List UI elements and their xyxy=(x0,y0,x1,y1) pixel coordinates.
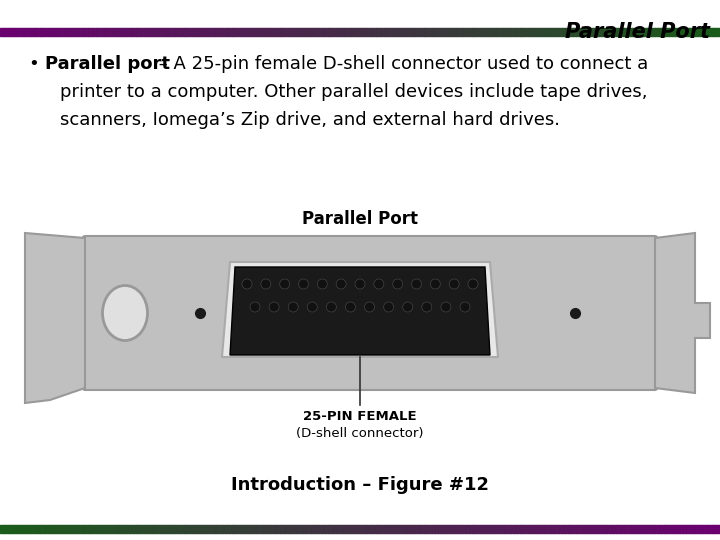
Text: scanners, Iomega’s Zip drive, and external hard drives.: scanners, Iomega’s Zip drive, and extern… xyxy=(60,111,560,129)
Ellipse shape xyxy=(269,302,279,312)
Ellipse shape xyxy=(431,279,441,289)
Text: Parallel Port: Parallel Port xyxy=(565,22,710,42)
Ellipse shape xyxy=(279,279,289,289)
Ellipse shape xyxy=(355,279,365,289)
Ellipse shape xyxy=(326,302,336,312)
Ellipse shape xyxy=(441,302,451,312)
Text: – A 25-pin female D-shell connector used to connect a: – A 25-pin female D-shell connector used… xyxy=(153,55,648,73)
Ellipse shape xyxy=(412,279,421,289)
Text: 25-PIN FEMALE: 25-PIN FEMALE xyxy=(303,410,417,423)
Ellipse shape xyxy=(288,302,298,312)
Polygon shape xyxy=(230,267,490,355)
Ellipse shape xyxy=(422,302,432,312)
Ellipse shape xyxy=(261,279,271,289)
Polygon shape xyxy=(655,233,710,393)
Text: Parallel port: Parallel port xyxy=(45,55,170,73)
Ellipse shape xyxy=(384,302,394,312)
Ellipse shape xyxy=(402,302,413,312)
Ellipse shape xyxy=(374,279,384,289)
Ellipse shape xyxy=(346,302,356,312)
Text: Introduction – Figure #12: Introduction – Figure #12 xyxy=(231,476,489,494)
Ellipse shape xyxy=(299,279,308,289)
Ellipse shape xyxy=(460,302,470,312)
FancyBboxPatch shape xyxy=(83,236,657,390)
Text: printer to a computer. Other parallel devices include tape drives,: printer to a computer. Other parallel de… xyxy=(60,83,647,101)
Text: Parallel Port: Parallel Port xyxy=(302,210,418,228)
Ellipse shape xyxy=(102,286,148,341)
Ellipse shape xyxy=(449,279,459,289)
Ellipse shape xyxy=(392,279,402,289)
Polygon shape xyxy=(222,262,498,357)
Ellipse shape xyxy=(250,302,260,312)
Text: (D-shell connector): (D-shell connector) xyxy=(296,427,424,440)
Ellipse shape xyxy=(242,279,252,289)
Ellipse shape xyxy=(468,279,478,289)
Ellipse shape xyxy=(336,279,346,289)
Ellipse shape xyxy=(364,302,374,312)
Text: •: • xyxy=(28,55,39,73)
Polygon shape xyxy=(25,233,85,403)
Ellipse shape xyxy=(307,302,318,312)
Ellipse shape xyxy=(318,279,328,289)
